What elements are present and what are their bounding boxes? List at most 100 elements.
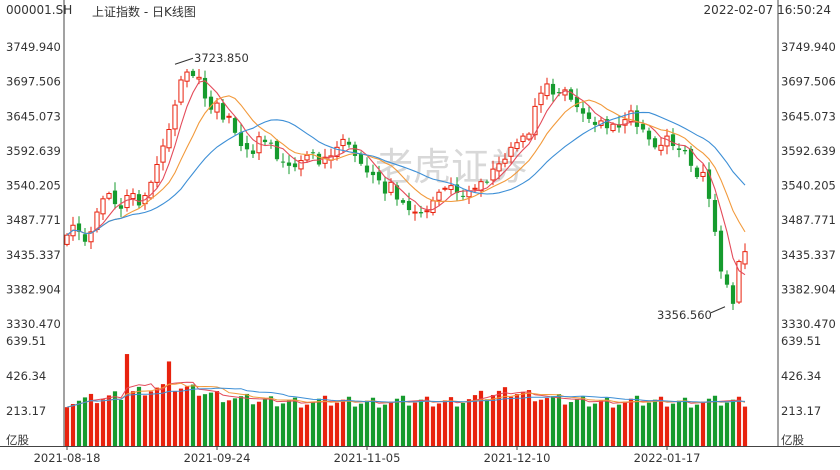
candle-body (568, 89, 574, 100)
volume-bar (412, 402, 418, 446)
price-tick-label: 3540.205 (781, 179, 836, 193)
volume-bar (454, 406, 460, 446)
volume-bar (190, 384, 196, 446)
volume-bar (712, 395, 718, 446)
candle-body (148, 181, 154, 199)
price-tick-label: 3330.470 (781, 317, 836, 331)
volume-bar (220, 402, 226, 446)
volume-bar (136, 386, 142, 446)
volume-bar (622, 401, 628, 446)
volume-bar (664, 406, 670, 446)
price-tick-label: 3697.506 (781, 75, 836, 89)
volume-bar (364, 400, 370, 446)
candle-body (628, 110, 634, 122)
candle-body (694, 167, 700, 178)
candle-body (238, 132, 244, 147)
volume-bar (382, 404, 388, 446)
price-tick-label: 3749.940 (781, 40, 836, 54)
candle-body (406, 201, 412, 211)
candle-body (76, 223, 82, 232)
volume-tick-label: 426.34 (781, 369, 821, 383)
volume-bar (262, 399, 268, 446)
candle-body (652, 138, 658, 148)
volume-bar (682, 397, 688, 446)
candle-body (538, 92, 544, 106)
high-leader (174, 57, 194, 65)
candle-body (706, 169, 712, 199)
candle-body (274, 140, 280, 160)
volume-axis: 639.51 639.51 426.34 426.34 213.17 213.17 亿股 亿股 (6, 334, 821, 447)
candle-body (484, 181, 490, 183)
candle-body (190, 70, 196, 77)
volume-bar (640, 405, 646, 446)
date-tick-label: 2021-11-05 (334, 451, 401, 465)
price-tick-label: 3645.073 (781, 109, 836, 123)
candle-body (298, 160, 304, 170)
volume-bar (388, 401, 394, 446)
candle-body (340, 138, 346, 147)
volume-bar (238, 396, 244, 446)
candle-body (64, 234, 70, 245)
price-tick-label: 3487.771 (781, 213, 836, 227)
volume-bar (334, 402, 340, 446)
volume-bar (256, 401, 262, 446)
candle-body (364, 165, 370, 173)
volume-bar (280, 403, 286, 446)
candle-body (82, 234, 88, 242)
volume-bar (514, 394, 520, 446)
volume-bar (688, 407, 694, 446)
candle-body (424, 210, 430, 213)
volume-bar (550, 396, 556, 446)
candle-body (232, 118, 238, 133)
ma5-line (66, 80, 746, 276)
price-tick-label: 3435.337 (6, 248, 61, 262)
candle-body (682, 149, 688, 152)
ma20-line (66, 111, 746, 236)
candle-body (220, 103, 226, 120)
candle-body (664, 135, 670, 147)
price-tick-label: 3592.639 (6, 144, 61, 158)
candle-body (304, 154, 310, 161)
candle-body (718, 230, 724, 272)
volume-bar (730, 399, 736, 446)
volume-bar (466, 399, 472, 446)
candle-body (478, 181, 484, 192)
candle-body (472, 187, 478, 190)
candle-body (532, 105, 538, 136)
candle-body (208, 96, 214, 110)
timestamp: 2022-02-07 16:50:24 (703, 3, 831, 17)
candle-body (610, 123, 616, 132)
volume-bar (400, 395, 406, 446)
price-tick-label: 3697.506 (6, 75, 61, 89)
volume-bar (580, 396, 586, 446)
price-axis-right: 3749.940 3697.506 3645.073 3592.639 3540.205… (781, 40, 836, 331)
candle-body (88, 231, 94, 243)
candle-body (166, 129, 172, 149)
candle-body (292, 163, 298, 168)
date-tick-label: 2021-12-10 (484, 451, 551, 465)
volume-bar (226, 400, 232, 446)
candle-body (670, 134, 676, 147)
candle-body (658, 144, 664, 151)
volume-bar (526, 390, 532, 446)
candle-body (244, 143, 250, 150)
candle-body (172, 104, 178, 130)
volume-bar (100, 399, 106, 446)
volume-ma-lines (66, 381, 746, 408)
volume-bar (310, 401, 316, 446)
candle-body (400, 200, 406, 203)
volume-bar (718, 405, 724, 446)
candle-body (418, 212, 424, 214)
price-ma-lines (66, 80, 746, 276)
volume-bar (244, 393, 250, 446)
volume-bar (346, 396, 352, 446)
volume-bar (742, 406, 748, 446)
volume-bar (610, 407, 616, 446)
candle-body (496, 163, 502, 172)
volume-bar (358, 403, 364, 446)
candle-body (154, 164, 160, 183)
volume-bar (574, 399, 580, 446)
volume-bar (568, 402, 574, 446)
volume-bar (670, 403, 676, 446)
